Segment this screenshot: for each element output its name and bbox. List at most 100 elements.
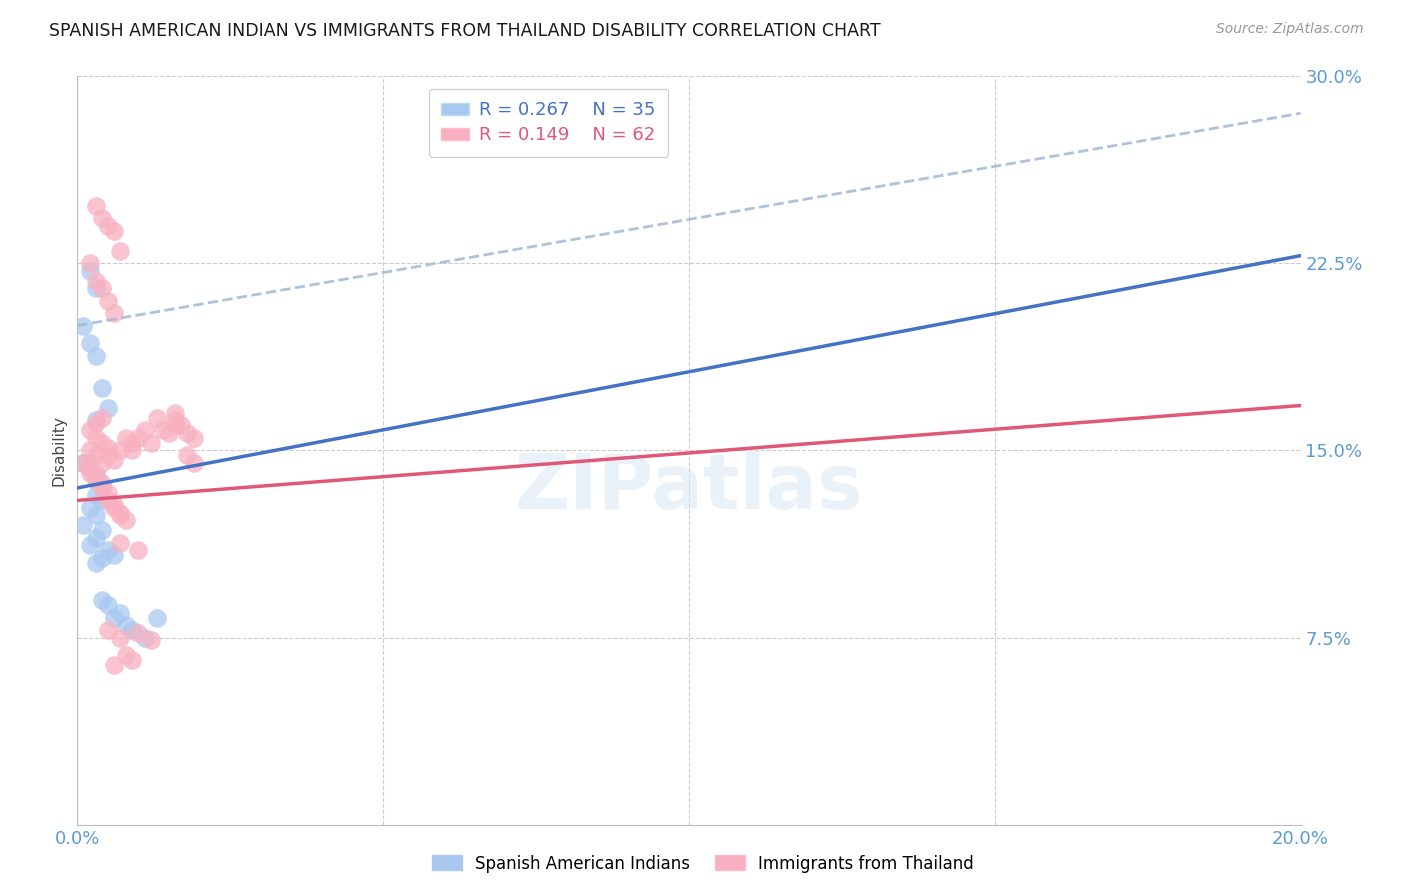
Point xyxy=(90,478,112,492)
Point xyxy=(79,263,101,277)
Point xyxy=(139,436,162,450)
Point xyxy=(121,436,143,450)
Legend: R = 0.267    N = 35, R = 0.149    N = 62: R = 0.267 N = 35, R = 0.149 N = 62 xyxy=(429,88,668,157)
Point xyxy=(103,500,125,515)
Point xyxy=(103,658,125,673)
Point xyxy=(84,416,107,430)
Point xyxy=(79,500,101,515)
Point xyxy=(84,531,107,545)
Point xyxy=(84,556,107,570)
Point xyxy=(134,424,156,438)
Point xyxy=(79,336,101,351)
Point xyxy=(165,413,187,427)
Point xyxy=(90,524,112,538)
Point xyxy=(90,475,112,490)
Point xyxy=(103,499,125,513)
Point xyxy=(84,281,107,295)
Point xyxy=(84,508,107,523)
Point xyxy=(84,468,107,483)
Text: ZIPatlas: ZIPatlas xyxy=(515,451,863,524)
Point xyxy=(134,631,156,645)
Point xyxy=(165,418,187,433)
Point xyxy=(115,513,138,527)
Point xyxy=(103,549,125,563)
Point xyxy=(103,453,125,467)
Point xyxy=(108,443,131,458)
Point xyxy=(97,293,120,308)
Point xyxy=(103,611,125,625)
Text: Source: ZipAtlas.com: Source: ZipAtlas.com xyxy=(1216,22,1364,37)
Point xyxy=(72,456,94,470)
Point xyxy=(72,456,94,470)
Y-axis label: Disability: Disability xyxy=(51,415,66,486)
Point xyxy=(108,606,131,620)
Point xyxy=(79,456,101,470)
Point xyxy=(84,449,107,463)
Point xyxy=(115,431,138,445)
Point xyxy=(79,256,101,270)
Point xyxy=(79,461,101,475)
Point xyxy=(90,456,112,470)
Point xyxy=(79,538,101,552)
Point xyxy=(157,425,180,440)
Point xyxy=(97,624,120,638)
Point xyxy=(176,449,198,463)
Point xyxy=(97,599,120,613)
Point xyxy=(97,543,120,558)
Point xyxy=(165,406,187,420)
Point xyxy=(103,306,125,320)
Point xyxy=(84,474,107,488)
Point xyxy=(139,633,162,648)
Point xyxy=(97,493,120,508)
Point xyxy=(84,349,107,363)
Point xyxy=(108,536,131,550)
Point xyxy=(617,106,640,120)
Point xyxy=(183,456,205,470)
Point xyxy=(90,593,112,607)
Point xyxy=(90,281,112,295)
Point xyxy=(121,653,143,667)
Point xyxy=(84,274,107,288)
Point xyxy=(127,625,149,640)
Point xyxy=(90,550,112,565)
Point xyxy=(84,468,107,483)
Point xyxy=(90,411,112,425)
Point xyxy=(97,401,120,415)
Text: SPANISH AMERICAN INDIAN VS IMMIGRANTS FROM THAILAND DISABILITY CORRELATION CHART: SPANISH AMERICAN INDIAN VS IMMIGRANTS FR… xyxy=(49,22,880,40)
Point xyxy=(84,474,107,488)
Point xyxy=(121,443,143,458)
Point xyxy=(97,441,120,455)
Point xyxy=(90,211,112,226)
Point xyxy=(84,199,107,213)
Point xyxy=(127,543,149,558)
Point xyxy=(121,624,143,638)
Point xyxy=(108,631,131,645)
Point xyxy=(97,219,120,233)
Point xyxy=(79,424,101,438)
Point xyxy=(97,449,120,463)
Point xyxy=(115,648,138,663)
Point xyxy=(79,466,101,480)
Point xyxy=(108,244,131,258)
Point xyxy=(90,436,112,450)
Point xyxy=(90,381,112,395)
Point xyxy=(84,488,107,502)
Point xyxy=(108,506,131,520)
Point xyxy=(97,486,120,500)
Point xyxy=(79,443,101,458)
Point xyxy=(90,481,112,495)
Point xyxy=(127,431,149,445)
Point xyxy=(183,431,205,445)
Point xyxy=(152,424,174,438)
Point xyxy=(84,431,107,445)
Point xyxy=(103,224,125,238)
Point xyxy=(72,518,94,533)
Point xyxy=(170,418,193,433)
Point xyxy=(146,611,169,625)
Point xyxy=(90,493,112,508)
Point xyxy=(72,318,94,333)
Point xyxy=(146,411,169,425)
Legend: Spanish American Indians, Immigrants from Thailand: Spanish American Indians, Immigrants fro… xyxy=(425,848,981,880)
Point xyxy=(108,508,131,523)
Point xyxy=(79,461,101,475)
